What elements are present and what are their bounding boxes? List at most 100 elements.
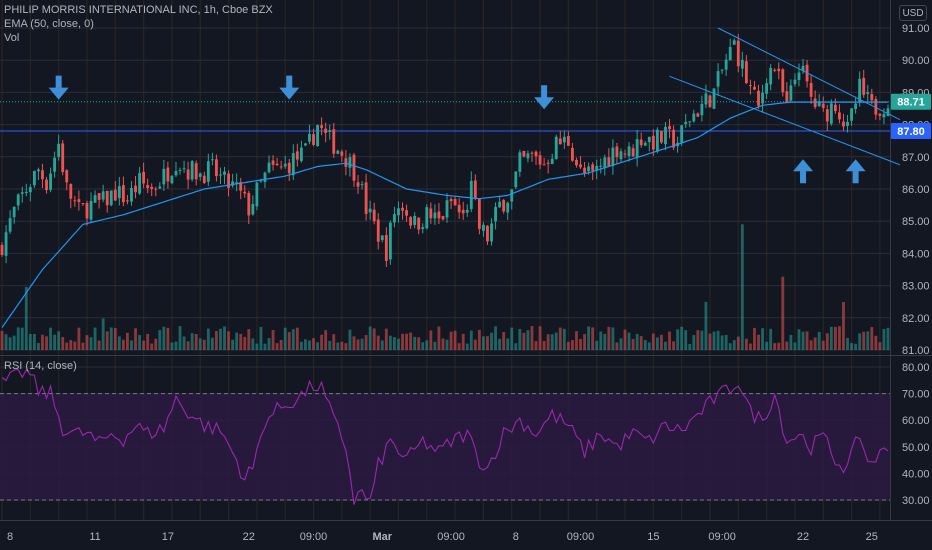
candle-body[interactable]: [291, 153, 295, 176]
candle-body[interactable]: [623, 153, 627, 155]
trend-line[interactable]: [669, 75, 901, 166]
candle-body[interactable]: [320, 125, 324, 129]
candle-body[interactable]: [712, 88, 716, 109]
candle-body[interactable]: [558, 138, 562, 145]
candle-body[interactable]: [728, 47, 732, 61]
candle-body[interactable]: [384, 235, 388, 261]
candle-body[interactable]: [785, 91, 789, 103]
candle-body[interactable]: [150, 186, 154, 189]
candle-body[interactable]: [777, 68, 781, 72]
candle-body[interactable]: [838, 112, 841, 120]
candle-body[interactable]: [486, 225, 489, 242]
candle-body[interactable]: [239, 182, 243, 191]
candle-body[interactable]: [117, 186, 121, 199]
candle-body[interactable]: [393, 214, 396, 223]
candle-body[interactable]: [635, 139, 639, 158]
candle-body[interactable]: [449, 198, 453, 202]
candle-body[interactable]: [259, 180, 263, 182]
candle-body[interactable]: [0, 244, 4, 256]
candle-body[interactable]: [397, 208, 400, 216]
candle-body[interactable]: [789, 85, 793, 101]
candle-body[interactable]: [8, 218, 12, 232]
candle-body[interactable]: [105, 191, 109, 206]
candle-body[interactable]: [878, 113, 882, 116]
candle-body[interactable]: [441, 216, 445, 220]
candle-body[interactable]: [376, 219, 380, 242]
candle-body[interactable]: [190, 161, 194, 180]
candle-body[interactable]: [716, 71, 720, 87]
candle-body[interactable]: [4, 232, 8, 256]
candle-body[interactable]: [825, 109, 829, 122]
candle-body[interactable]: [417, 217, 421, 230]
candle-body[interactable]: [364, 182, 368, 214]
candle-body[interactable]: [206, 161, 210, 182]
candle-body[interactable]: [194, 163, 198, 180]
candle-body[interactable]: [101, 191, 105, 200]
candle-body[interactable]: [813, 98, 817, 108]
candle-body[interactable]: [494, 206, 497, 222]
candle-body[interactable]: [352, 154, 356, 181]
candle-body[interactable]: [562, 136, 566, 143]
candle-body[interactable]: [12, 206, 16, 218]
candle-body[interactable]: [85, 202, 89, 219]
candle-body[interactable]: [850, 108, 853, 121]
candle-body[interactable]: [546, 162, 550, 164]
candle-body[interactable]: [158, 186, 162, 189]
candle-body[interactable]: [433, 212, 437, 219]
candle-body[interactable]: [736, 40, 740, 67]
candle-body[interactable]: [477, 198, 481, 229]
candle-body[interactable]: [829, 103, 833, 124]
candle-body[interactable]: [518, 152, 522, 172]
candle-body[interactable]: [704, 93, 708, 105]
candle-body[interactable]: [522, 150, 526, 157]
candle-body[interactable]: [198, 173, 202, 177]
candle-body[interactable]: [20, 192, 24, 194]
candle-body[interactable]: [283, 163, 287, 167]
candle-body[interactable]: [534, 151, 538, 157]
candle-body[interactable]: [170, 175, 174, 184]
candle-body[interactable]: [186, 169, 190, 180]
candle-body[interactable]: [482, 224, 485, 231]
candle-body[interactable]: [142, 171, 146, 184]
candle-body[interactable]: [113, 189, 117, 201]
candle-body[interactable]: [692, 113, 696, 122]
candle-body[interactable]: [304, 143, 307, 146]
candle-body[interactable]: [263, 172, 267, 182]
candle-body[interactable]: [279, 166, 283, 168]
candle-body[interactable]: [639, 139, 643, 146]
candle-body[interactable]: [700, 103, 704, 116]
candle-body[interactable]: [761, 92, 764, 104]
candle-body[interactable]: [324, 128, 328, 133]
candle-body[interactable]: [69, 184, 73, 199]
candle-body[interactable]: [154, 188, 158, 190]
candle-body[interactable]: [603, 157, 607, 169]
candle-body[interactable]: [344, 158, 348, 167]
candle-body[interactable]: [886, 108, 890, 116]
candle-body[interactable]: [465, 209, 469, 213]
candle-body[interactable]: [37, 169, 40, 172]
candle-body[interactable]: [231, 181, 235, 186]
candle-body[interactable]: [49, 173, 52, 190]
candle-body[interactable]: [162, 168, 166, 185]
candle-body[interactable]: [680, 125, 684, 143]
candle-body[interactable]: [457, 204, 461, 213]
candle-body[interactable]: [510, 189, 514, 202]
candle-body[interactable]: [684, 121, 688, 125]
candle-body[interactable]: [138, 173, 141, 194]
candle-body[interactable]: [16, 194, 20, 206]
candle-body[interactable]: [57, 143, 61, 157]
candle-body[interactable]: [619, 151, 623, 160]
candle-body[interactable]: [530, 152, 534, 154]
candle-body[interactable]: [769, 67, 773, 85]
volume-legend-label[interactable]: Vol: [4, 32, 20, 44]
candle-body[interactable]: [41, 170, 44, 180]
candle-body[interactable]: [870, 94, 874, 101]
candle-body[interactable]: [356, 182, 360, 187]
candle-body[interactable]: [854, 103, 858, 110]
candle-body[interactable]: [526, 153, 530, 159]
candle-body[interactable]: [506, 202, 510, 213]
candle-body[interactable]: [81, 203, 85, 205]
candle-body[interactable]: [109, 190, 113, 206]
candle-body[interactable]: [591, 164, 595, 171]
